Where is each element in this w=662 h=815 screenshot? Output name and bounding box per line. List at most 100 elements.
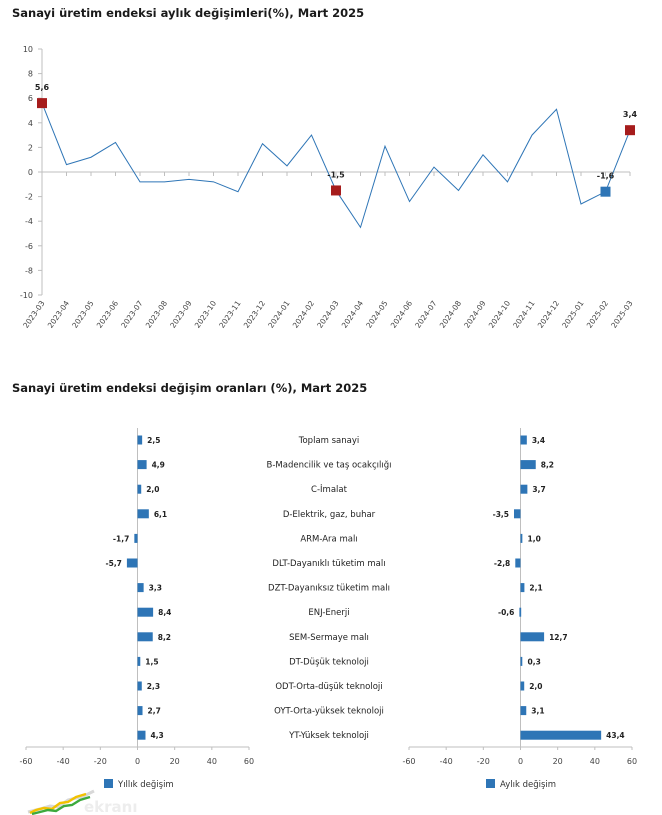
bar — [137, 656, 141, 666]
x-tick-label: -40 — [440, 757, 453, 766]
data-label: 4,3 — [150, 731, 163, 740]
bar — [513, 509, 521, 519]
data-label: -0,6 — [498, 608, 514, 617]
bar — [520, 460, 536, 470]
category-label: D-Elektrik, gaz, buhar — [283, 510, 376, 520]
bar — [520, 730, 602, 740]
bar — [520, 706, 527, 716]
bar — [520, 681, 525, 691]
x-tick-label: 0 — [518, 757, 523, 766]
data-label: 8,2 — [158, 633, 171, 642]
x-tick-label: 0 — [135, 757, 140, 766]
data-label: 3,4 — [532, 436, 545, 445]
data-label: 1,5 — [145, 657, 158, 666]
category-label: ENJ-Enerji — [308, 608, 349, 618]
data-label: 2,0 — [529, 682, 542, 691]
category-label: OYT-Orta-yüksek teknoloji — [274, 707, 384, 717]
x-tick-label: 20 — [170, 757, 180, 766]
category-label: SEM-Sermaye malı — [289, 633, 369, 643]
category-label: DT-Düşük teknoloji — [289, 657, 369, 667]
watermark-logo: ekranı — [27, 789, 138, 815]
category-label: Toplam sanayi — [298, 436, 360, 446]
x-tick-label: -40 — [57, 757, 70, 766]
data-label: 8,4 — [158, 608, 171, 617]
data-label: 3,4 — [623, 110, 638, 119]
watermark-text: ekranı — [84, 798, 138, 815]
y-tick-label: -4 — [25, 217, 33, 226]
y-tick-label: -10 — [20, 291, 33, 300]
bar — [520, 533, 523, 543]
x-tick-label: 60 — [627, 757, 637, 766]
y-tick-label: -2 — [25, 193, 33, 202]
bar — [137, 632, 153, 642]
line-chart-title: Sanayi üretim endeksi aylık değişimleri(… — [12, 6, 365, 20]
data-label: 12,7 — [549, 633, 568, 642]
highlight-marker — [600, 186, 611, 197]
legend-label: Aylık değişim — [500, 780, 556, 790]
bar — [137, 460, 147, 470]
data-label: 8,2 — [541, 461, 554, 470]
data-label: 3,1 — [531, 707, 544, 716]
data-label: 2,7 — [148, 707, 161, 716]
bar — [137, 484, 142, 494]
bar-chart-title: Sanayi üretim endeksi değişim oranları (… — [12, 381, 368, 395]
highlight-marker — [625, 125, 635, 136]
y-tick-label: 4 — [28, 119, 33, 128]
bar — [137, 681, 142, 691]
legend-label: Yıllık değişim — [117, 780, 174, 790]
category-label: DZT-Dayanıksız tüketim malı — [268, 584, 390, 594]
data-label: 5,6 — [35, 83, 50, 92]
x-tick-label: 40 — [207, 757, 217, 766]
x-tick-label: 60 — [244, 757, 254, 766]
data-label: -3,5 — [493, 510, 509, 519]
data-label: -5,7 — [106, 559, 122, 568]
bar — [519, 607, 522, 617]
data-label: 1,0 — [528, 534, 541, 543]
data-label: 2,1 — [529, 584, 542, 593]
data-label: 0,3 — [528, 657, 541, 666]
data-label: 2,5 — [147, 436, 160, 445]
x-tick-label: -20 — [477, 757, 490, 766]
category-label: DLT-Dayanıklı tüketim malı — [272, 559, 385, 569]
category-label: ODT-Orta-düşük teknoloji — [275, 682, 382, 692]
x-tick-label: 20 — [553, 757, 563, 766]
y-tick-label: 8 — [28, 70, 33, 79]
bar — [520, 583, 525, 593]
bar — [137, 607, 154, 617]
bar — [520, 656, 523, 666]
bar — [137, 435, 143, 445]
category-label: B-Madencilik ve taş ocakçılığı — [267, 461, 392, 471]
legend-swatch — [104, 779, 113, 788]
bar — [137, 509, 149, 519]
data-label: -1,5 — [327, 170, 345, 179]
legend-swatch — [486, 779, 495, 788]
y-tick-label: -8 — [25, 266, 33, 275]
data-label: -1,6 — [597, 172, 615, 181]
data-label: 6,1 — [154, 510, 167, 519]
x-tick-label: -60 — [402, 757, 415, 766]
bar — [515, 558, 521, 568]
bar — [520, 484, 528, 494]
y-tick-label: 6 — [28, 94, 33, 103]
y-tick-label: -6 — [25, 242, 33, 251]
y-tick-label: 2 — [28, 143, 33, 152]
data-label: 3,3 — [149, 584, 162, 593]
x-tick-label: 40 — [590, 757, 600, 766]
data-label: 2,0 — [146, 485, 159, 494]
y-tick-label: 10 — [23, 45, 33, 54]
category-label: C-İmalat — [311, 484, 348, 495]
category-label: YT-Yüksek teknoloji — [288, 731, 369, 741]
bar — [137, 730, 146, 740]
data-label: 2,3 — [147, 682, 160, 691]
x-tick-label: -60 — [19, 757, 32, 766]
x-tick-label: -20 — [94, 757, 107, 766]
bar — [520, 632, 545, 642]
bar — [137, 706, 143, 716]
data-label: -2,8 — [494, 559, 510, 568]
category-label: ARM-Ara malı — [300, 534, 357, 544]
bar — [520, 435, 527, 445]
data-label: -1,7 — [113, 534, 129, 543]
data-label: 43,4 — [606, 731, 625, 740]
